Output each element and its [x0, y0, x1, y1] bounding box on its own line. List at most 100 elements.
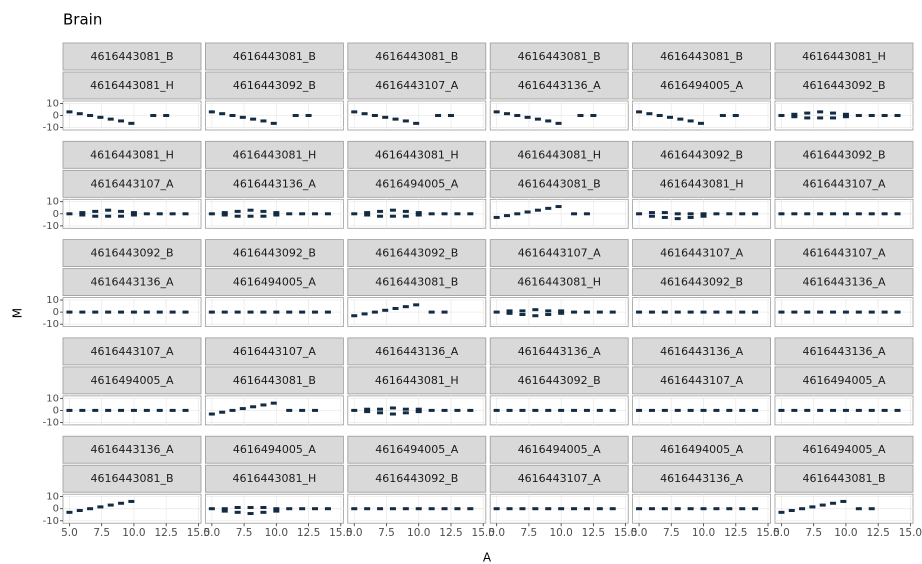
data-point [92, 214, 99, 218]
data-point [428, 507, 435, 511]
data-point [842, 212, 849, 216]
data-point [830, 408, 837, 412]
data-point [661, 310, 668, 314]
data-point [415, 213, 422, 217]
data-point [87, 507, 94, 511]
data-point [804, 111, 811, 115]
data-point [260, 403, 267, 407]
data-point [514, 114, 521, 117]
data-point [739, 408, 746, 412]
data-point [128, 499, 135, 503]
data-point [583, 310, 590, 314]
data-point [830, 212, 837, 216]
data-point [791, 115, 798, 119]
facet-strip-label: 4616443136_A [802, 276, 885, 289]
data-point [270, 401, 277, 405]
data-point [636, 408, 643, 412]
data-point [545, 313, 552, 317]
data-point [454, 507, 461, 511]
data-point [299, 507, 306, 511]
facet-strip [347, 169, 487, 198]
data-point [881, 310, 888, 314]
data-point [648, 310, 655, 314]
x-tick-label: 5.0 [346, 527, 363, 539]
data-point [583, 212, 590, 216]
facet-strip [347, 435, 487, 464]
data-point [247, 214, 254, 218]
facet-strip-label: 4616443081_B [375, 50, 458, 63]
data-point [646, 112, 653, 116]
data-point [648, 408, 655, 412]
facet-strip [347, 42, 487, 71]
data-point [150, 114, 157, 117]
data-point [726, 507, 733, 511]
facet-strip-label: 4616443092_B [518, 374, 601, 387]
data-point [842, 408, 849, 412]
facet-strip [347, 366, 487, 395]
data-point [299, 212, 306, 216]
data-point [107, 117, 114, 121]
data-point [351, 408, 358, 412]
facet-strip-label: 4616443081_B [233, 50, 316, 63]
data-point [273, 310, 280, 314]
facet-strip-label: 4616443136_A [802, 345, 885, 358]
x-tick-label: 15.0 [472, 527, 495, 539]
data-point [118, 501, 125, 505]
facet-strip-label: 4616494005_A [802, 374, 885, 387]
data-point [817, 310, 824, 314]
data-point [66, 510, 73, 514]
data-point [392, 306, 399, 310]
data-point [636, 212, 643, 216]
data-point [351, 507, 358, 511]
data-point [292, 114, 299, 117]
facet-strip-label: 4616443107_A [90, 345, 173, 358]
data-point [351, 314, 358, 318]
data-point [804, 408, 811, 412]
facet-strip [62, 239, 202, 268]
data-point [677, 117, 684, 121]
data-point [118, 209, 125, 213]
data-point [713, 408, 720, 412]
facet-strip-label: 4616443136_A [660, 472, 743, 485]
facet-strip [632, 464, 771, 493]
data-point [881, 114, 888, 117]
data-point [778, 510, 785, 514]
data-point [130, 213, 137, 217]
data-point [493, 408, 500, 412]
facet-strip-label: 4616494005_A [233, 276, 316, 289]
data-point [351, 110, 358, 114]
data-point [260, 209, 267, 213]
x-tick-label: 12.5 [439, 527, 462, 539]
facet-strip [204, 464, 344, 493]
facet-strip-label: 4616443081_H [660, 177, 744, 190]
facet-strip-label: 4616443136_A [375, 345, 458, 358]
data-point [534, 208, 541, 212]
facet-strip-label: 4616443081_B [90, 472, 173, 485]
data-point [402, 411, 409, 415]
facet-strip [632, 337, 771, 366]
data-point [402, 209, 409, 213]
facet-strip-label: 4616443136_A [518, 79, 601, 92]
y-tick-label: -10 [43, 123, 59, 134]
data-point [503, 112, 510, 116]
data-point [364, 410, 371, 414]
y-tick-label: -10 [43, 417, 59, 428]
data-point [312, 507, 319, 511]
facet-strip [489, 366, 629, 395]
data-point [558, 311, 565, 315]
data-point [609, 310, 616, 314]
data-point [92, 310, 99, 314]
facet-strip-label: 4616443081_B [802, 472, 885, 485]
data-point [260, 505, 267, 509]
data-point [382, 115, 389, 119]
data-point [648, 214, 655, 218]
facet-strip-label: 4616494005_A [233, 443, 316, 456]
data-point [66, 110, 73, 114]
data-point [894, 212, 901, 216]
data-point [128, 121, 135, 125]
data-point [239, 115, 246, 119]
facet-strip-label: 4616494005_A [802, 443, 885, 456]
data-point [234, 214, 241, 218]
data-point [286, 310, 293, 314]
data-point [219, 112, 226, 116]
